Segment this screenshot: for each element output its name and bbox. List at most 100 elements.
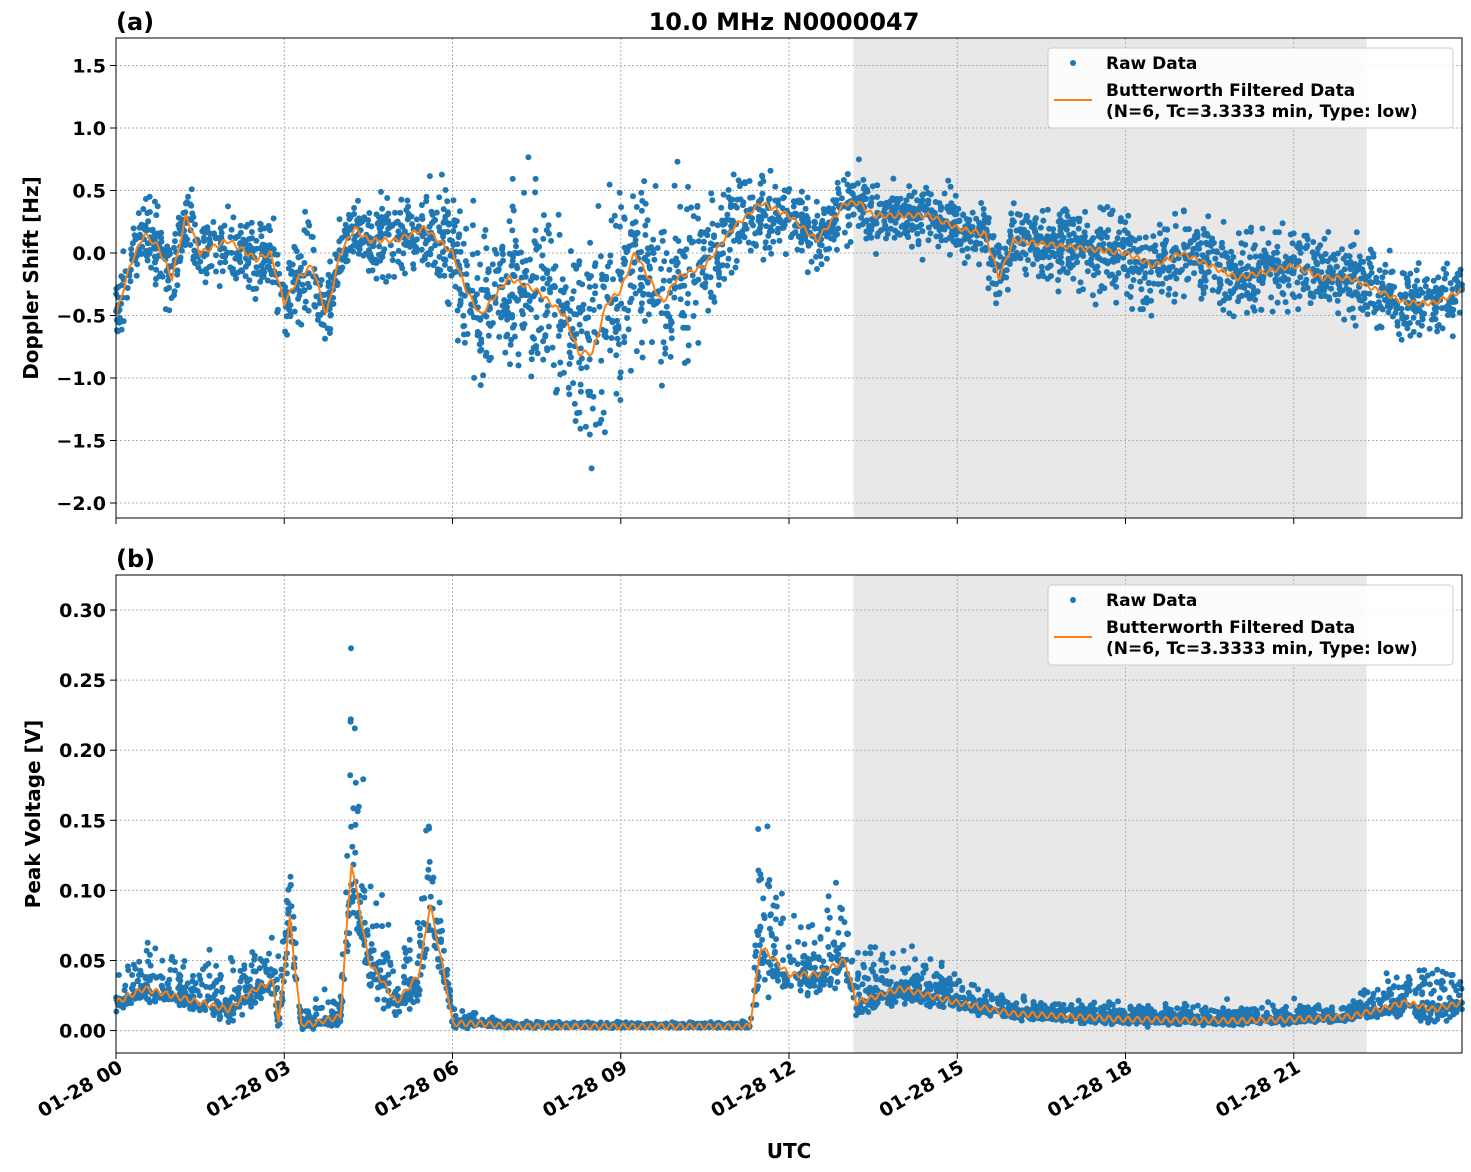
raw-data-point: [1150, 280, 1157, 287]
raw-data-point: [512, 237, 519, 244]
raw-data-point: [702, 274, 709, 281]
raw-data-point: [588, 465, 595, 472]
raw-data-point: [927, 956, 934, 963]
raw-data-point: [308, 233, 315, 240]
raw-data-point: [650, 236, 657, 243]
raw-data-point: [1395, 984, 1402, 991]
raw-data-point: [1163, 237, 1170, 244]
raw-data-point: [1173, 275, 1180, 282]
raw-data-point: [566, 349, 573, 356]
raw-data-point: [1090, 235, 1097, 242]
raw-data-point: [597, 253, 604, 260]
raw-data-point: [1241, 284, 1248, 291]
raw-data-point: [613, 390, 620, 397]
raw-data-point: [473, 291, 480, 298]
raw-data-point: [288, 271, 295, 277]
raw-data-point: [790, 203, 797, 210]
raw-data-point: [548, 237, 555, 244]
raw-data-point: [760, 256, 767, 263]
raw-data-point: [1105, 258, 1112, 265]
raw-data-point: [1172, 244, 1179, 251]
raw-data-point: [1115, 270, 1122, 277]
raw-data-point: [1303, 244, 1310, 251]
raw-data-point: [1428, 990, 1435, 997]
raw-data-point: [897, 231, 903, 238]
raw-data-point: [504, 316, 511, 323]
raw-data-point: [242, 273, 249, 280]
raw-data-point: [726, 246, 733, 253]
raw-data-point: [957, 238, 964, 245]
raw-data-point: [632, 237, 639, 243]
raw-data-point: [1016, 211, 1023, 218]
raw-data-point: [915, 223, 922, 230]
raw-data-point: [457, 300, 464, 307]
raw-data-point: [825, 944, 832, 950]
raw-data-point: [690, 313, 697, 319]
raw-data-point: [246, 242, 253, 249]
raw-data-point: [218, 229, 225, 236]
raw-data-point: [1022, 266, 1029, 273]
raw-data-point: [1220, 306, 1227, 313]
raw-data-point: [1318, 253, 1325, 260]
raw-data-point: [1382, 261, 1389, 268]
raw-data-point: [1396, 331, 1402, 338]
raw-data-point: [183, 241, 190, 248]
raw-data-point: [405, 203, 412, 210]
raw-data-point: [575, 261, 582, 268]
raw-data-point: [1422, 283, 1429, 290]
raw-data-point: [379, 205, 386, 212]
raw-data-point: [1428, 316, 1435, 323]
raw-data-point: [373, 275, 380, 282]
raw-data-point: [1130, 245, 1137, 252]
raw-data-point: [573, 331, 580, 337]
raw-data-point: [1145, 279, 1152, 286]
raw-data-point: [982, 214, 989, 221]
raw-data-point: [826, 245, 833, 252]
legend-filtered-label: (N=6, Tc=3.3333 min, Type: low): [1106, 102, 1418, 122]
raw-data-point: [592, 283, 599, 290]
raw-data-point: [146, 951, 153, 958]
raw-data-point: [1216, 279, 1223, 286]
raw-data-point: [1044, 275, 1051, 282]
raw-data-point: [941, 190, 948, 197]
raw-data-point: [1321, 235, 1328, 242]
raw-data-point: [1449, 286, 1456, 293]
raw-data-point: [478, 286, 485, 293]
raw-data-point: [976, 261, 983, 268]
raw-data-point: [408, 213, 415, 220]
raw-data-point: [264, 264, 271, 271]
raw-data-point: [144, 257, 151, 264]
raw-data-point: [621, 261, 628, 268]
raw-data-point: [797, 197, 804, 204]
raw-data-point: [813, 198, 820, 205]
raw-data-point: [650, 301, 657, 308]
raw-data-point: [589, 296, 596, 303]
raw-data-point: [649, 339, 655, 346]
raw-data-point: [232, 234, 239, 241]
raw-data-point: [762, 239, 769, 246]
raw-data-point: [1125, 212, 1132, 219]
raw-data-point: [305, 270, 312, 277]
raw-data-point: [171, 288, 178, 295]
raw-data-point: [501, 310, 508, 317]
raw-data-point: [910, 205, 917, 212]
raw-data-point: [833, 246, 840, 253]
raw-data-point: [688, 204, 695, 211]
raw-data-point: [617, 374, 624, 381]
raw-data-point: [1006, 261, 1013, 267]
raw-data-point: [1353, 229, 1360, 236]
raw-data-point: [1284, 308, 1291, 315]
raw-data-point: [554, 386, 560, 393]
raw-data-point: [1285, 282, 1292, 289]
raw-data-point: [470, 197, 477, 204]
raw-data-point: [203, 983, 210, 990]
raw-data-point: [368, 253, 375, 260]
raw-data-point: [1242, 241, 1249, 248]
raw-data-point: [577, 425, 584, 432]
raw-data-point: [495, 267, 502, 274]
raw-data-point: [592, 290, 599, 297]
raw-data-point: [513, 243, 519, 250]
raw-data-point: [441, 217, 448, 224]
raw-data-point: [1026, 219, 1033, 226]
y-tick-label: −0.5: [56, 306, 106, 328]
